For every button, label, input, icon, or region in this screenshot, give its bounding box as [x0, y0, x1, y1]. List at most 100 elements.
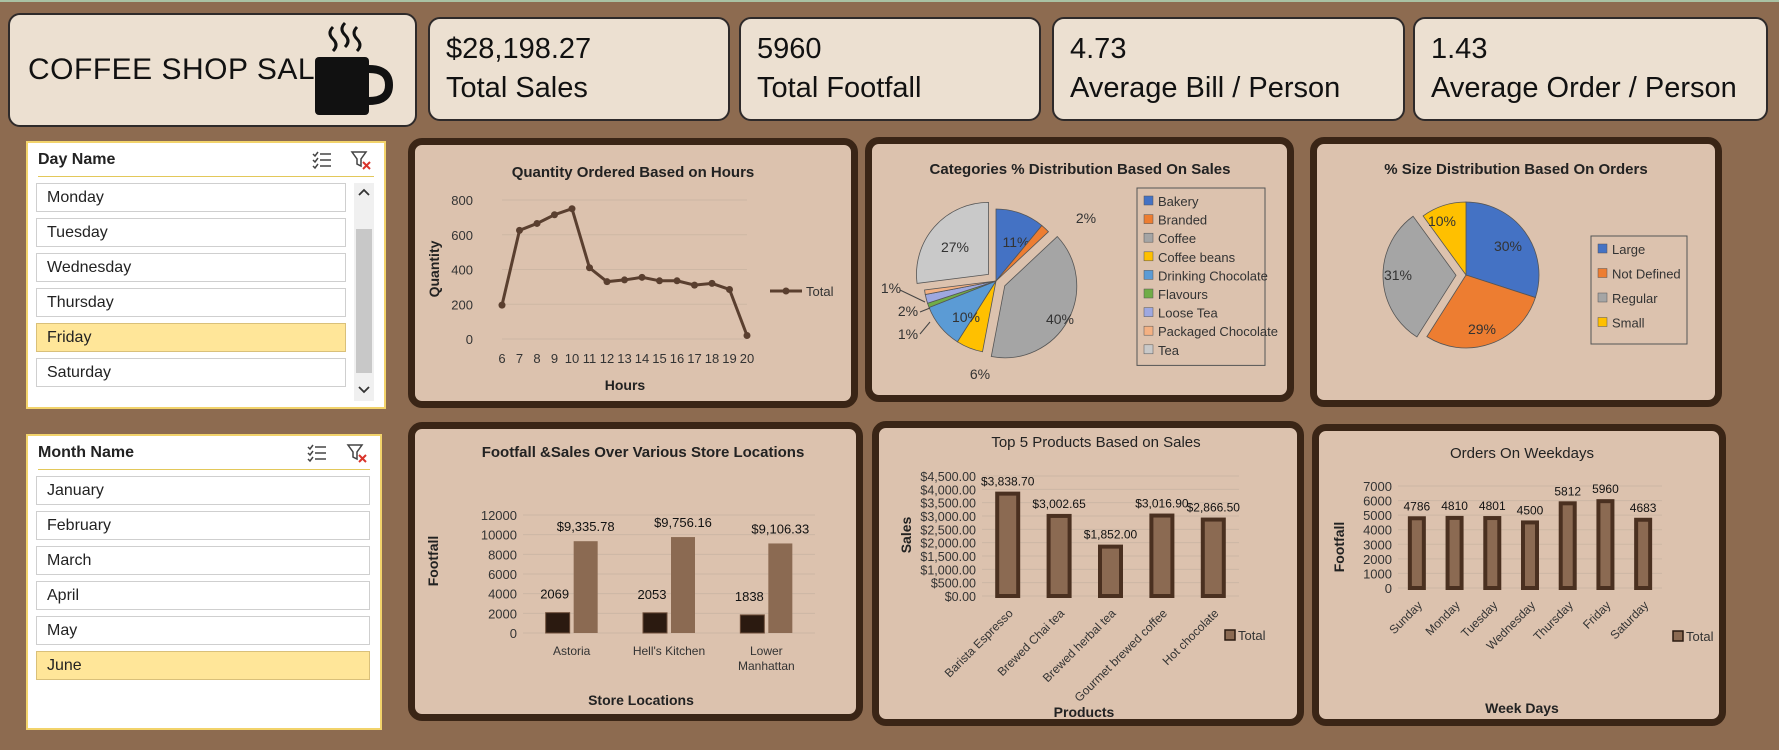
y-tick-label: 10000: [481, 528, 517, 543]
slicer-item-may[interactable]: May: [36, 616, 370, 645]
x-tick-label: 13: [617, 351, 631, 366]
bar-data-label: $9,756.16: [654, 515, 712, 530]
data-point: [603, 278, 611, 286]
slicer-item-february[interactable]: February: [36, 511, 370, 540]
bar-data-label: 4500: [1517, 503, 1544, 517]
x-tick-label: 19: [722, 351, 736, 366]
slicer-item-january[interactable]: January: [36, 476, 370, 505]
legend-swatch: [1143, 325, 1154, 336]
data-point: [621, 276, 628, 284]
kpi-average-order: 1.43 Average Order / Person: [1413, 17, 1768, 121]
leader-line: [919, 307, 931, 313]
y-axis-label: Sales: [898, 516, 914, 553]
data-point: [708, 279, 716, 287]
x-tick-label: 14: [635, 351, 649, 366]
bar-data-label: 1838: [735, 589, 764, 604]
legend-label: Total: [1238, 628, 1266, 643]
y-tick-label: $500.00: [931, 577, 976, 591]
bar-data-label: 5812: [1554, 484, 1581, 498]
slicer-item-saturday[interactable]: Saturday: [36, 358, 346, 387]
bar-total: [1200, 517, 1226, 598]
x-tick-label: Astoria: [553, 644, 591, 658]
multi-select-icon[interactable]: [306, 442, 328, 464]
x-tick-label: 8: [533, 351, 540, 366]
kpi-label: Total Sales: [446, 72, 588, 104]
bar-total: [1149, 513, 1175, 598]
bar-data-label: $3,016.90: [1135, 497, 1189, 511]
data-point: [726, 285, 733, 293]
x-tick-label: 12: [600, 351, 614, 366]
legend-swatch: [1672, 630, 1684, 642]
scrollbar-thumb[interactable]: [356, 229, 372, 373]
data-point: [551, 211, 558, 219]
legend-label: Bakery: [1158, 194, 1199, 209]
pie-data-label: 2%: [898, 303, 918, 319]
slicer-item-thursday[interactable]: Thursday: [36, 288, 346, 317]
weekdays-chart-panel: Orders On Weekdays Week Days Footfall 0 1000…: [1312, 424, 1726, 726]
pie-data-label: 6%: [970, 366, 990, 382]
legend-marker: [782, 287, 790, 295]
chart-title: % Size Distribution Based On Orders: [1384, 161, 1647, 178]
pie-data-label: 30%: [1494, 238, 1522, 254]
legend-swatch: [1597, 268, 1608, 278]
slicer-item-tuesday[interactable]: Tuesday: [36, 218, 346, 247]
y-tick-label: 200: [451, 297, 473, 312]
pie-data-label: 40%: [1046, 311, 1074, 327]
x-tick-label: 9: [551, 351, 558, 366]
x-axis-label: Products: [1054, 704, 1115, 719]
y-tick-label: $1,000.00: [920, 563, 976, 577]
chart-title: Categories % Distribution Based On Sales: [930, 161, 1231, 178]
slicer-item-friday[interactable]: Friday: [36, 323, 346, 352]
slicer-divider: [38, 469, 370, 470]
slicer-item-april[interactable]: April: [36, 581, 370, 610]
x-tick-label: 20: [740, 351, 754, 366]
y-tick-label: $4,500.00: [920, 470, 976, 484]
bar-data-label: 4810: [1441, 499, 1468, 513]
y-tick-label: 2000: [488, 606, 517, 621]
y-axis-label: Footfall: [1331, 522, 1347, 573]
clear-filter-icon[interactable]: [346, 442, 368, 464]
slicer-item-monday[interactable]: Monday: [36, 183, 346, 212]
bar-data-label: 2069: [540, 587, 569, 602]
day-name-slicer: Day Name Monday Tuesday Wednesday Thursday F…: [26, 141, 386, 409]
y-tick-label: 5000: [1363, 508, 1392, 523]
y-axis-label: Quantity: [426, 240, 442, 297]
bar-total: [1483, 516, 1502, 590]
kpi-average-bill: 4.73 Average Bill / Person: [1052, 17, 1405, 121]
pie-data-label: 31%: [1384, 267, 1412, 283]
multi-select-icon[interactable]: [311, 149, 333, 171]
legend-label: Loose Tea: [1158, 306, 1219, 321]
y-tick-label: 0: [1385, 581, 1392, 596]
legend-swatch: [1597, 243, 1608, 254]
slicer-item-wednesday[interactable]: Wednesday: [36, 253, 346, 282]
slicer-item-june[interactable]: June: [36, 651, 370, 680]
x-tick-label: Friday: [1580, 598, 1613, 631]
products-chart-panel: Top 5 Products Based on Sales Products Sal…: [872, 421, 1304, 726]
bar-total: [1445, 515, 1464, 590]
bar-data-label: 2053: [638, 587, 667, 602]
legend-swatch: [1143, 251, 1154, 262]
categories-pie-chart: Categories % Distribution Based On Sales…: [881, 161, 1278, 382]
bar-total: [995, 491, 1021, 598]
legend-label: Branded: [1158, 213, 1207, 228]
legend-box: [1136, 187, 1266, 366]
leader-line: [919, 321, 931, 335]
data-point: [743, 332, 751, 340]
scroll-down-icon[interactable]: [358, 385, 370, 395]
x-tick-label: 11: [583, 351, 597, 366]
clear-filter-icon[interactable]: [350, 149, 372, 171]
data-point: [656, 277, 663, 285]
x-tick-label: 18: [705, 351, 719, 366]
hours-chart-panel: Quantity Ordered Based on Hours Hours Quan…: [408, 138, 858, 408]
pie-slice-large: [1465, 201, 1540, 299]
scroll-up-icon[interactable]: [358, 187, 370, 197]
y-tick-label: $0.00: [945, 590, 976, 604]
slicer-item-march[interactable]: March: [36, 546, 370, 575]
slicer-title: Month Name: [38, 444, 134, 461]
bar-data-label: $3,002.65: [1032, 497, 1086, 511]
x-tick-label: Monday: [1423, 598, 1463, 638]
bar-total: [1098, 544, 1123, 598]
chart-title: Footfall &Sales Over Various Store Locat…: [482, 444, 805, 461]
bar-data-label: $1,852.00: [1084, 528, 1138, 542]
bar-sales: [671, 537, 695, 633]
